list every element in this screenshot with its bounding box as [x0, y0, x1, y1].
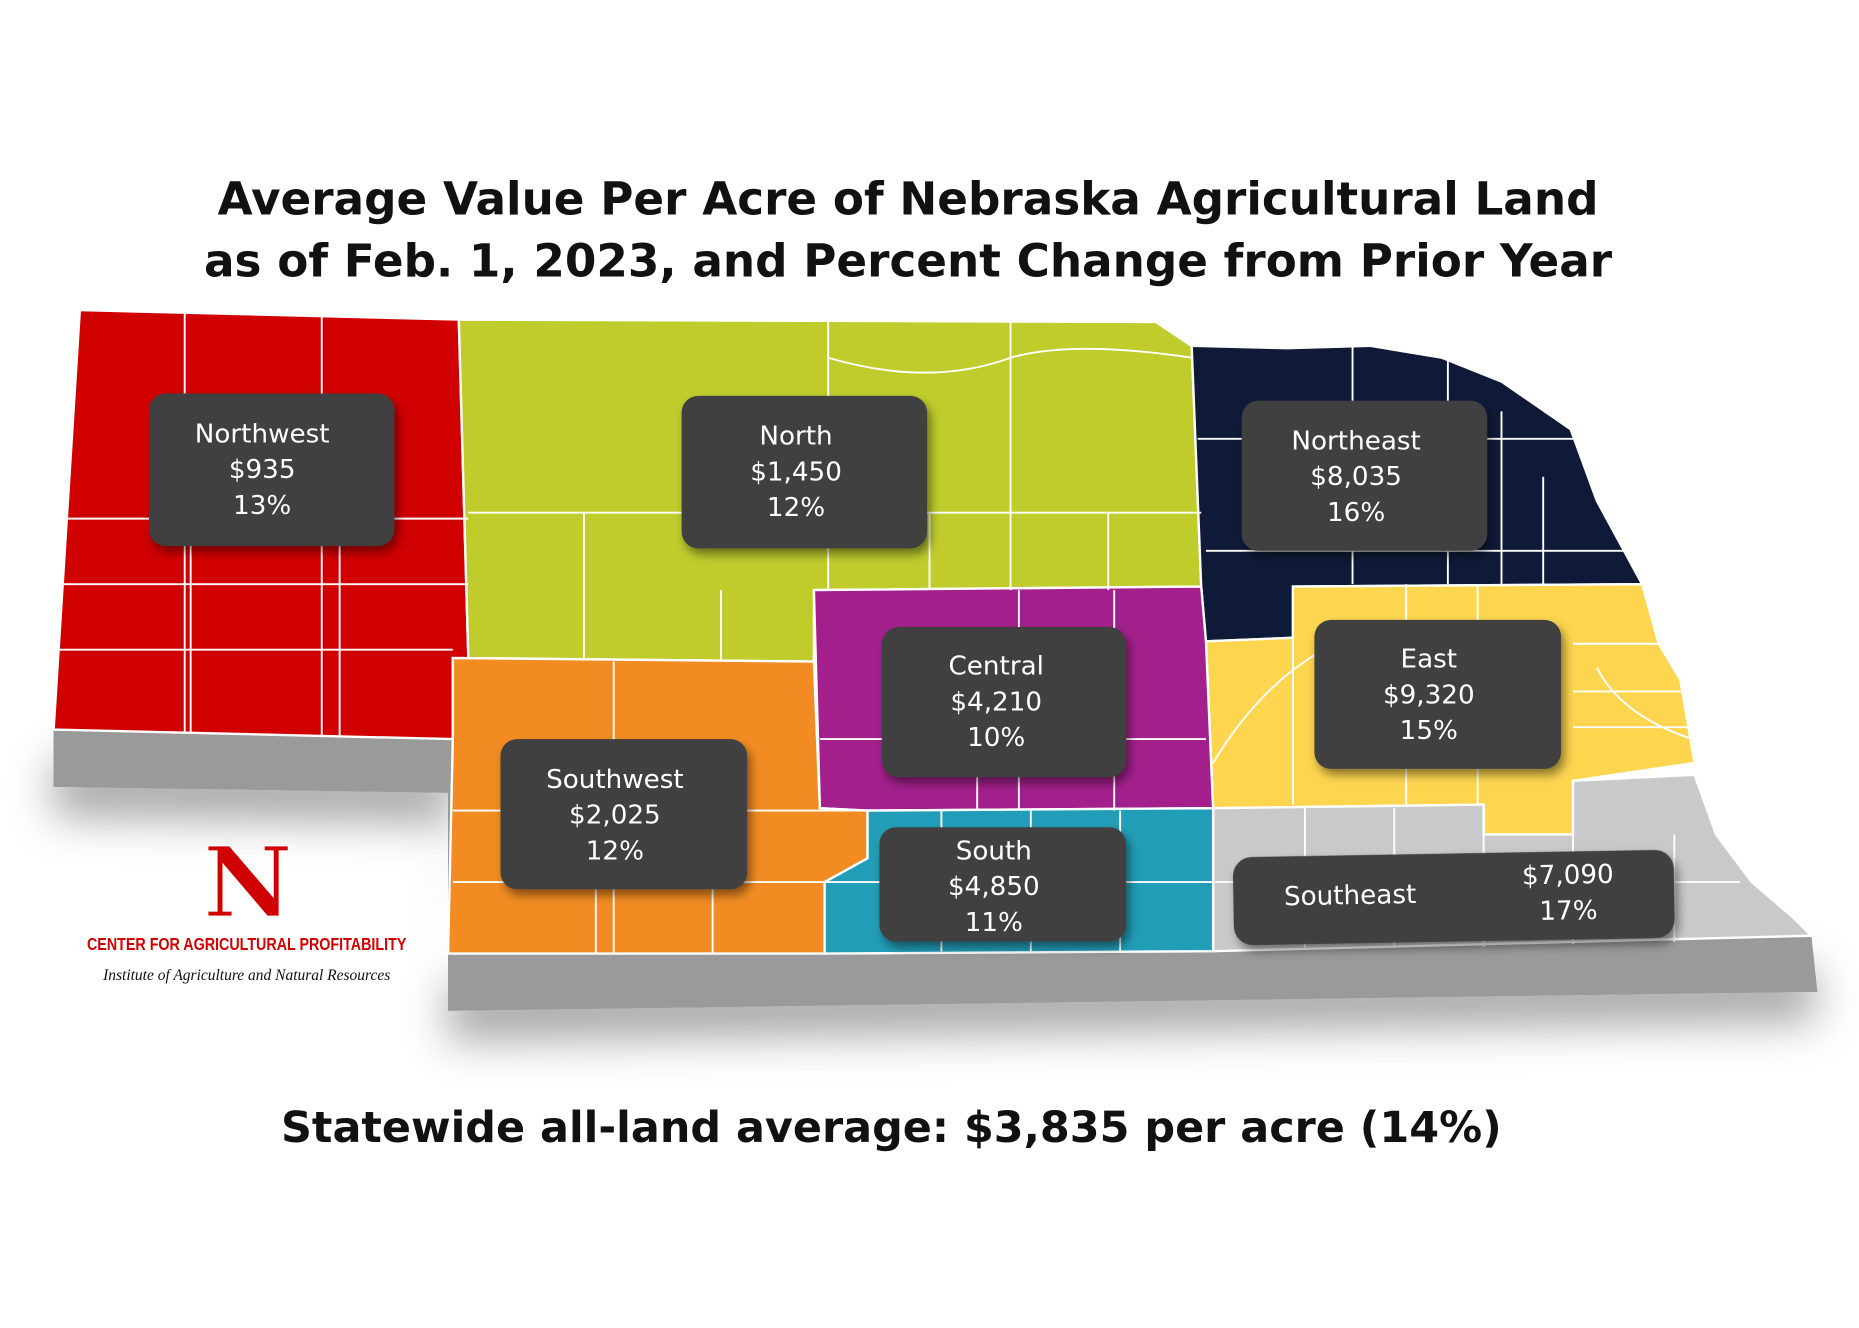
label-east: East $9,320 15%: [1314, 619, 1562, 769]
label-north: North $1,450 12%: [681, 395, 928, 549]
region-change: 10%: [967, 723, 1025, 753]
title-line-1: Average Value Per Acre of Nebraska Agric…: [218, 173, 1599, 226]
label-south: South $4,850 11%: [879, 827, 1127, 942]
region-value: $9,320: [1383, 680, 1475, 710]
region-change: 11%: [965, 908, 1023, 938]
label-southwest: Southwest $2,025 12%: [500, 739, 748, 890]
statewide-average: Statewide all-land average: $3,835 per a…: [281, 1103, 1502, 1153]
region-name: Central: [949, 652, 1044, 682]
region-change: 12%: [767, 493, 825, 523]
region-change: 13%: [233, 491, 291, 521]
region-value: $4,850: [948, 872, 1040, 902]
region-name: Northeast: [1291, 427, 1420, 457]
region-value: $7,090: [1522, 860, 1614, 892]
region-name: Southwest: [546, 765, 684, 795]
label-northwest: Northwest $935 13%: [148, 393, 395, 547]
region-change: 16%: [1327, 498, 1385, 528]
region-name: South: [956, 836, 1032, 866]
region-value: $935: [229, 455, 296, 485]
region-value: $1,450: [750, 457, 842, 487]
region-name: East: [1401, 645, 1458, 675]
institute-name: Institute of Agriculture and Natural Res…: [102, 967, 390, 984]
label-central: Central $4,210 10%: [881, 627, 1127, 778]
region-name: Southeast: [1284, 880, 1417, 912]
region-value: $8,035: [1310, 462, 1402, 492]
center-name: CENTER FOR AGRICULTURAL PROFITABILITY: [87, 934, 406, 954]
label-southeast: Southeast $7,090 17%: [1232, 849, 1675, 946]
region-name: Northwest: [195, 419, 330, 449]
region-change: 15%: [1400, 716, 1458, 746]
map-side: [53, 729, 1818, 1011]
label-northeast: Northeast $8,035 16%: [1241, 400, 1488, 551]
region-change: 17%: [1539, 896, 1598, 927]
region-value: $2,025: [569, 801, 661, 831]
region-name: North: [759, 422, 832, 452]
logo: N CENTER FOR AGRICULTURAL PROFITABILITY …: [87, 825, 406, 984]
title-line-2: as of Feb. 1, 2023, and Percent Change f…: [204, 235, 1613, 288]
nebraska-n-logo: N: [203, 826, 292, 941]
region-change: 12%: [586, 836, 644, 866]
region-value: $4,210: [950, 687, 1042, 717]
